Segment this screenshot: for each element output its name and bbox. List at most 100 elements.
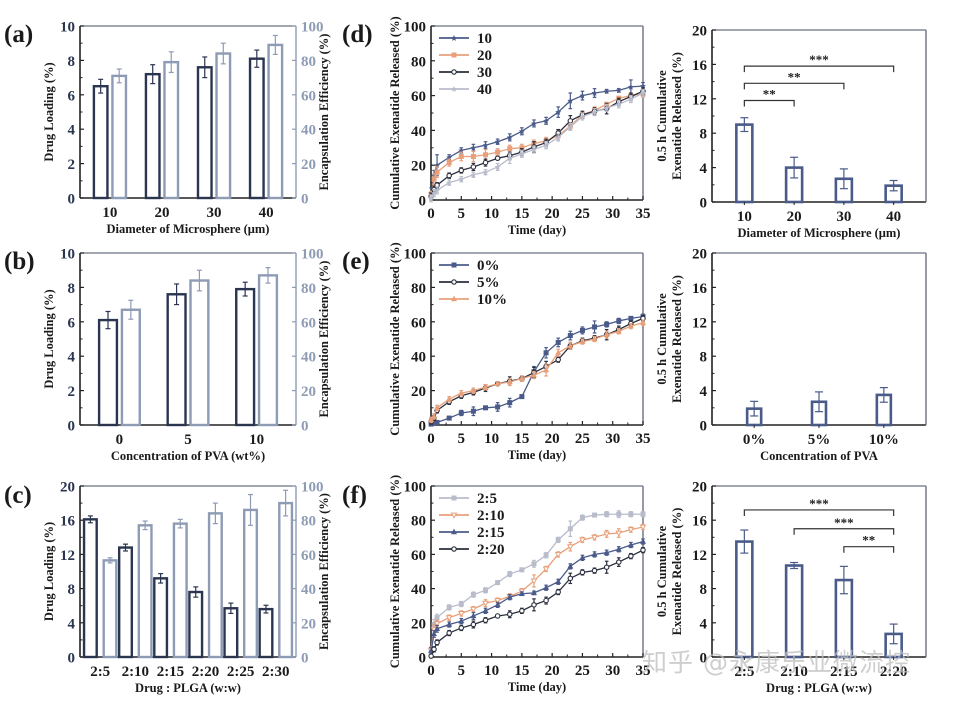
y-tick-label: 0	[700, 419, 708, 435]
data-point	[640, 511, 646, 517]
data-point	[519, 394, 525, 400]
y-tick-label: 8	[68, 54, 76, 70]
data-point	[615, 327, 622, 334]
y-tick-label: 4	[68, 350, 76, 366]
data-point	[507, 146, 513, 152]
y2-tick-label: 80	[301, 514, 316, 530]
y-tick-label: 0	[68, 651, 76, 667]
data-point	[458, 154, 464, 160]
data-point	[603, 331, 610, 337]
significance-label: **	[763, 87, 776, 102]
legend-label: 30	[477, 65, 492, 81]
data-point	[431, 646, 437, 653]
x-tick-label: 10	[102, 205, 117, 221]
legend-item: 40	[439, 82, 492, 98]
y2-tick-label: 20	[301, 616, 316, 632]
y2-tick-label: 0	[301, 419, 309, 435]
x-tick-label: 10%	[869, 432, 899, 448]
x-tick-label: 20	[787, 209, 802, 225]
data-point	[567, 118, 574, 124]
data-point	[450, 295, 458, 302]
data-point	[555, 537, 561, 543]
x-tick-label: 40	[886, 209, 901, 225]
y2-tick-label: 100	[301, 20, 324, 36]
y-tick-label: 100	[404, 247, 427, 263]
y2-tick-label: 100	[301, 247, 324, 263]
y-tick-label: 60	[411, 315, 426, 331]
x-tick-label: 0	[427, 663, 435, 679]
data-point	[543, 597, 549, 604]
data-point	[431, 413, 438, 419]
y-tick-label: 6	[68, 88, 76, 104]
data-point	[518, 128, 525, 135]
data-point	[531, 561, 537, 567]
y-tick-label: 0	[419, 194, 427, 210]
y2-axis-label: Encapsulation Efficiency (%)	[317, 34, 331, 191]
series-line	[430, 540, 644, 652]
data-point	[628, 315, 634, 321]
bar-encapsulation-efficiency	[278, 501, 294, 659]
x-tick-label: 30	[605, 663, 620, 679]
data-point	[482, 159, 489, 166]
bar-drug-loading	[92, 84, 109, 200]
y-tick-label: 20	[692, 247, 707, 263]
y-tick-label: 8	[700, 127, 708, 143]
data-point	[483, 587, 489, 593]
data-point	[458, 625, 465, 631]
y-tick-label: 4	[700, 384, 708, 400]
x-tick-label: 2:10	[780, 664, 808, 680]
bar-encapsulation-efficiency	[172, 522, 188, 659]
data-point	[494, 163, 501, 170]
x-tick-label: 2:20	[880, 664, 908, 680]
data-point	[530, 120, 538, 127]
data-point	[482, 607, 489, 614]
y-axis-label: Drug Loading (%)	[42, 522, 56, 621]
bar-drug-loading	[144, 72, 161, 200]
y-tick-label: 40	[411, 582, 426, 598]
bar-encapsulation-efficiency	[215, 52, 232, 200]
data-point	[627, 322, 634, 329]
legend-label: 10%	[477, 292, 507, 308]
data-point	[494, 598, 501, 605]
y2-tick-label: 20	[301, 157, 316, 173]
y-axis-label: Exenatide Released (%)	[670, 52, 684, 180]
data-point	[470, 408, 476, 414]
y2-tick-label: 0	[301, 651, 309, 667]
data-point	[507, 571, 513, 577]
y2-tick-label: 100	[301, 480, 324, 496]
data-point	[530, 578, 538, 585]
series-5%	[428, 315, 646, 425]
y-tick-label: 0	[700, 196, 708, 212]
legend-item: 10%	[439, 292, 507, 308]
bar-drug-loading	[235, 287, 256, 427]
x-tick-label: 0	[427, 206, 435, 222]
y2-tick-label: 40	[301, 123, 316, 139]
data-point	[555, 339, 561, 345]
bracket-line	[843, 546, 895, 553]
data-point	[555, 356, 561, 363]
y-tick-label: 20	[411, 616, 426, 632]
data-point	[616, 559, 622, 565]
y-tick-label: 12	[60, 548, 75, 564]
y-tick-label: 10	[60, 247, 75, 263]
data-point	[640, 547, 646, 553]
data-point	[543, 117, 550, 124]
data-point	[458, 389, 465, 396]
data-point	[567, 97, 574, 104]
y-tick-label: 80	[411, 514, 426, 530]
y-tick-label: 80	[411, 281, 426, 297]
legend-label: 2:10	[477, 508, 505, 524]
bar-encapsulation-efficiency	[207, 512, 223, 659]
bar	[784, 564, 804, 659]
data-point	[470, 606, 477, 613]
data-point	[495, 149, 501, 155]
significance-label: ***	[809, 52, 829, 67]
data-point	[506, 155, 513, 162]
data-point	[628, 553, 634, 559]
y-tick-label: 6	[68, 315, 76, 331]
legend-label: 2:15	[477, 525, 505, 541]
chart-panel-e: (e) 0 20 40 60 80 100 0 5 10 15 20 25 30 35 0%5%10% Time…	[342, 242, 651, 462]
data-point	[450, 528, 458, 535]
